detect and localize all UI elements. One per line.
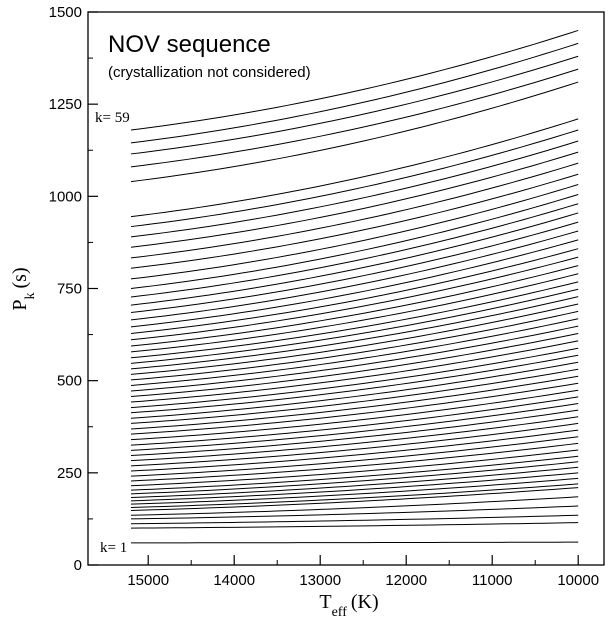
mode-line-k47 <box>130 194 579 289</box>
mode-line-k15 <box>130 436 579 477</box>
mode-line-k49 <box>130 173 579 269</box>
mode-line-k53 <box>130 129 579 228</box>
mode-line-k27 <box>130 354 579 414</box>
chart-subtitle: (crystallization not considered) <box>108 64 311 81</box>
y-tick-label: 750 <box>57 281 82 298</box>
y-axis-label: Pk (s) <box>9 267 38 310</box>
mode-line-k11 <box>130 461 579 495</box>
mode-line-k14 <box>130 442 579 482</box>
mode-line-k21 <box>130 396 579 446</box>
y-axis-label-unit: (s) <box>9 267 31 288</box>
mode-line-k16 <box>130 429 579 472</box>
y-tick-label: 500 <box>57 373 82 390</box>
mode-line-k29 <box>130 340 579 403</box>
mode-line-k19 <box>130 409 579 457</box>
mode-line-k24 <box>130 375 579 430</box>
annotation-k1: k= 1 <box>100 540 127 556</box>
mode-line-k6 <box>130 487 579 511</box>
mode-line-k1 <box>130 541 579 544</box>
mode-lines <box>130 29 579 544</box>
mode-line-k5 <box>130 496 579 516</box>
mode-line-k57 <box>130 55 579 155</box>
mode-line-k9 <box>130 472 579 502</box>
mode-line-k56 <box>130 68 579 168</box>
y-axis-label-sub: k <box>23 292 38 299</box>
mode-line-k12 <box>130 455 579 491</box>
mode-line-k30 <box>130 332 579 398</box>
x-axis-label: Teff (K) <box>319 591 378 617</box>
mode-line-k3 <box>130 514 579 525</box>
mode-line-k17 <box>130 422 579 467</box>
mode-line-k42 <box>130 239 579 328</box>
mode-line-k46 <box>130 203 579 298</box>
mode-line-k2 <box>130 522 579 529</box>
mode-line-k31 <box>130 325 579 392</box>
mode-line-k36 <box>130 288 579 364</box>
x-tick-label: 13000 <box>299 572 341 589</box>
mode-line-k54 <box>130 118 579 218</box>
mode-line-k39 <box>130 265 579 347</box>
mode-line-k58 <box>130 42 579 144</box>
mode-line-k28 <box>130 347 579 409</box>
y-tick-label: 1500 <box>49 4 82 21</box>
mode-line-k44 <box>130 221 579 313</box>
x-tick-label: 15000 <box>127 572 169 589</box>
x-tick-label: 10000 <box>557 572 599 589</box>
mode-line-k34 <box>130 303 579 375</box>
mode-line-k55 <box>130 81 579 183</box>
chart-title: NOV sequence <box>108 31 271 58</box>
annotation-k59: k= 59 <box>95 110 130 126</box>
x-axis-label-unit: (K) <box>351 591 379 613</box>
mode-line-k37 <box>130 281 579 359</box>
mode-line-k45 <box>130 212 579 306</box>
mode-line-k35 <box>130 296 579 370</box>
mode-line-k59 <box>130 29 579 131</box>
y-axis-label-main: P <box>9 299 31 310</box>
mode-line-k8 <box>130 477 579 505</box>
mode-line-k50 <box>130 162 579 259</box>
mode-line-k51 <box>130 151 579 248</box>
mode-line-k40 <box>130 256 579 341</box>
y-axis-ticks: 0 250 500 750 1000 1250 1500 <box>49 4 98 574</box>
mode-line-k32 <box>130 318 579 386</box>
mode-line-k43 <box>130 230 579 321</box>
mode-line-k33 <box>130 310 579 381</box>
mode-line-k48 <box>130 184 579 280</box>
mode-line-k13 <box>130 449 579 487</box>
y-tick-label: 0 <box>74 557 82 574</box>
mode-line-k38 <box>130 273 579 353</box>
y-tick-label: 1250 <box>49 96 82 113</box>
mode-line-k23 <box>130 382 579 435</box>
y-tick-label: 250 <box>57 465 82 482</box>
mode-line-k41 <box>130 248 579 334</box>
x-axis-label-main: T <box>319 591 331 613</box>
x-tick-label: 14000 <box>213 572 255 589</box>
mode-line-k52 <box>130 140 579 238</box>
x-axis-label-sub: eff <box>332 605 348 617</box>
mode-line-k22 <box>130 389 579 441</box>
x-tick-label: 11000 <box>472 572 513 589</box>
mode-line-k20 <box>130 403 579 451</box>
mode-line-k18 <box>130 416 579 462</box>
x-tick-label: 12000 <box>385 572 427 589</box>
x-axis-ticks: 15000 14000 13000 12000 11000 10000 <box>127 555 599 589</box>
mode-line-k26 <box>130 361 579 419</box>
y-tick-label: 1000 <box>49 188 82 205</box>
mode-line-k4 <box>130 505 579 520</box>
mode-line-k10 <box>130 466 579 499</box>
mode-line-k25 <box>130 368 579 424</box>
mode-line-k7 <box>130 483 579 508</box>
